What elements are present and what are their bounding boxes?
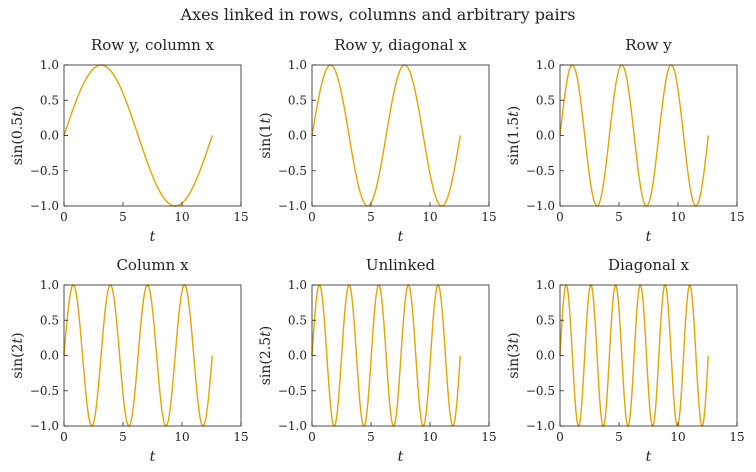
- y-tick-label: 1.0: [288, 58, 307, 72]
- subplot-title: Row y, column x: [91, 36, 214, 54]
- y-tick-label: 0.5: [536, 93, 555, 107]
- x-tick-label: 5: [119, 210, 127, 224]
- y-tick-label: 1.0: [40, 58, 59, 72]
- y-axis-label: sin(2t): [10, 332, 26, 378]
- y-axis-label: sin(1t): [258, 112, 274, 158]
- y-tick-label: −0.5: [278, 384, 307, 398]
- y-tick-label: 0.5: [40, 93, 59, 107]
- x-tick-label: 10: [174, 210, 189, 224]
- y-tick-label: 0.5: [288, 93, 307, 107]
- y-tick-label: −1.0: [278, 199, 307, 213]
- y-tick-label: 0.5: [288, 313, 307, 327]
- sine-curve: [311, 284, 461, 427]
- axes-frame: [559, 64, 738, 207]
- y-tick-label: 1.0: [536, 278, 555, 292]
- x-axis-label: t: [646, 449, 652, 465]
- sine-curve: [559, 284, 709, 427]
- y-axis-label: sin(0.5t): [10, 106, 26, 166]
- x-tick-label: 10: [670, 210, 685, 224]
- figure-title: Axes linked in rows, columns and arbitra…: [180, 5, 576, 24]
- sine-curve: [63, 284, 213, 427]
- x-axis-label: t: [398, 229, 404, 245]
- y-tick-label: 0.0: [288, 349, 307, 363]
- x-tick-label: 0: [556, 430, 564, 444]
- x-tick-label: 0: [556, 210, 564, 224]
- x-axis-label: t: [150, 229, 156, 245]
- y-tick-label: 0.0: [288, 129, 307, 143]
- y-tick-label: −0.5: [30, 164, 59, 178]
- x-tick-label: 10: [174, 430, 189, 444]
- axes-frame: [63, 64, 242, 207]
- y-tick-label: 0.5: [40, 313, 59, 327]
- subplot-title: Diagonal x: [608, 256, 690, 274]
- x-tick-label: 0: [60, 210, 68, 224]
- x-tick-label: 5: [119, 430, 127, 444]
- subplot-title: Unlinked: [366, 256, 436, 274]
- y-tick-label: 1.0: [288, 278, 307, 292]
- x-tick-label: 10: [422, 210, 437, 224]
- y-tick-label: −1.0: [526, 199, 555, 213]
- y-axis-label: sin(3t): [506, 332, 522, 378]
- y-tick-label: 0.0: [40, 129, 59, 143]
- y-tick-label: 0.0: [40, 349, 59, 363]
- y-tick-label: −0.5: [526, 384, 555, 398]
- x-tick-label: 15: [233, 430, 248, 444]
- subplot-4: Column x 0 5 10 15 −1.0 −0.5 0.0 0.5 1.0 t sin(2t): [10, 256, 249, 465]
- x-tick-label: 15: [481, 210, 496, 224]
- x-tick-label: 15: [481, 430, 496, 444]
- x-tick-label: 15: [729, 210, 744, 224]
- x-tick-label: 0: [308, 430, 316, 444]
- x-tick-label: 5: [615, 430, 623, 444]
- x-tick-label: 5: [367, 430, 375, 444]
- subplot-6: Diagonal x 0 5 10 15 −1.0 −0.5 0.0 0.5 1.0 t sin(3t…: [506, 256, 745, 465]
- subplot-title: Row y: [625, 36, 672, 54]
- x-tick-label: 0: [308, 210, 316, 224]
- y-tick-label: 1.0: [40, 278, 59, 292]
- subplot-title: Column x: [116, 256, 189, 274]
- x-axis-label: t: [398, 449, 404, 465]
- y-tick-label: −0.5: [30, 384, 59, 398]
- sine-curve: [311, 64, 461, 207]
- y-tick-label: 1.0: [536, 58, 555, 72]
- x-tick-label: 5: [367, 210, 375, 224]
- subplot-1: Row y, column x 0 5 10 15 −1.0 −0.5 0.0 0.5 1.0 t s…: [10, 36, 249, 245]
- subplot-3: Row y 0 5 10 15 −1.0 −0.5 0.0 0.5 1.0 t sin(1.5t): [506, 36, 745, 245]
- y-tick-label: −1.0: [526, 419, 555, 433]
- sine-curve: [63, 64, 213, 207]
- subplot-2: Row y, diagonal x 0 5 10 15 −1.0 −0.5 0.0 0.5 1.0…: [258, 36, 497, 245]
- x-tick-label: 15: [729, 430, 744, 444]
- x-tick-label: 10: [670, 430, 685, 444]
- axes-frame: [311, 64, 490, 207]
- y-tick-label: 0.0: [536, 129, 555, 143]
- y-tick-label: −0.5: [526, 164, 555, 178]
- subplot-5: Unlinked 0 5 10 15 −1.0 −0.5 0.0 0.5 1.0 t sin(2.5t…: [258, 256, 497, 465]
- y-tick-label: 0.5: [536, 313, 555, 327]
- y-axis-label: sin(2.5t): [258, 326, 274, 386]
- y-axis-label: sin(1.5t): [506, 106, 522, 166]
- axes-frame: [559, 284, 738, 427]
- x-axis-label: t: [646, 229, 652, 245]
- y-tick-label: 0.0: [536, 349, 555, 363]
- subplot-grid: Row y, column x 0 5 10 15 −1.0 −0.5 0.0 0.5 1.0 t s…: [10, 36, 745, 465]
- subplot-title: Row y, diagonal x: [334, 36, 467, 54]
- x-tick-label: 0: [60, 430, 68, 444]
- y-tick-label: −1.0: [30, 419, 59, 433]
- x-axis-label: t: [150, 449, 156, 465]
- x-tick-label: 5: [615, 210, 623, 224]
- sine-curve: [559, 64, 709, 207]
- y-tick-label: −1.0: [30, 199, 59, 213]
- y-tick-label: −0.5: [278, 164, 307, 178]
- y-tick-label: −1.0: [278, 419, 307, 433]
- x-tick-label: 15: [233, 210, 248, 224]
- x-tick-label: 10: [422, 430, 437, 444]
